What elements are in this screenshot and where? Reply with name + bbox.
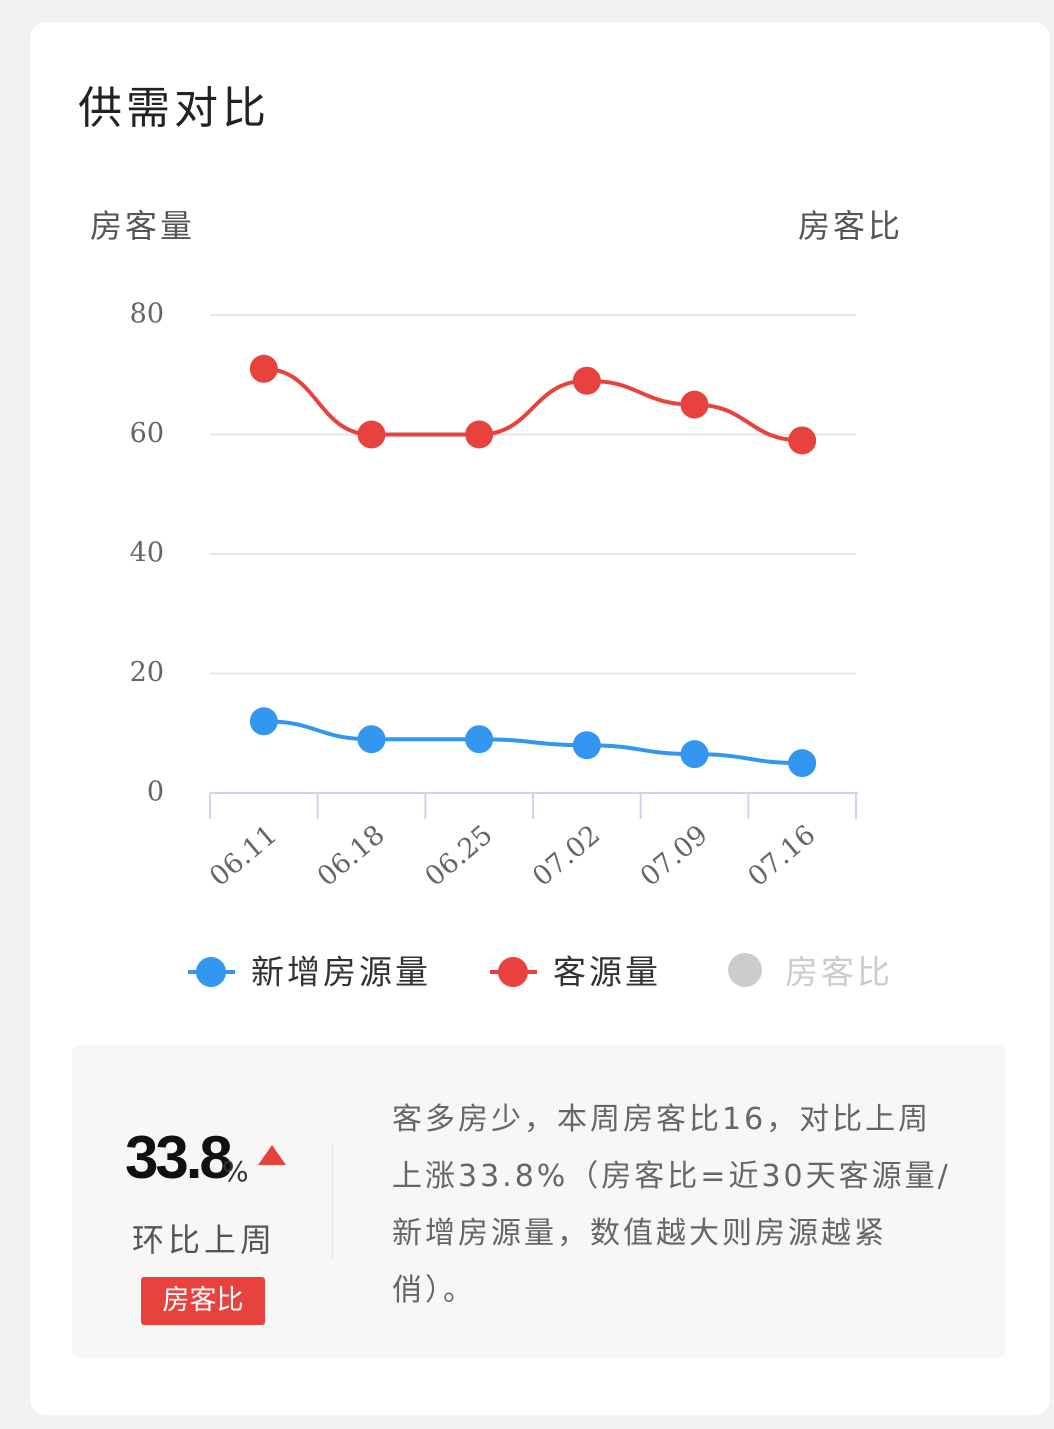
- summary-unit: %: [222, 1155, 249, 1188]
- legend-marker: [196, 957, 226, 987]
- data-point: [680, 740, 709, 769]
- y-axis-title: 房客量: [90, 207, 195, 245]
- x-tick-label: 07.02: [527, 819, 606, 892]
- summary-tag: 房客比: [141, 1277, 265, 1325]
- data-point: [357, 420, 386, 449]
- y2-axis-title: 房客比: [798, 207, 903, 245]
- data-point: [788, 749, 817, 778]
- summary-description: 客多房少，本周房客比16，对比上周上涨33.8%（房客比=近30天客源量/新增房…: [392, 1102, 951, 1308]
- summary-compare: 环比上周: [132, 1221, 277, 1259]
- data-point: [572, 366, 601, 395]
- summary-value: 33.8: [125, 1124, 233, 1191]
- y-tick-label: 60: [130, 418, 164, 449]
- data-point: [249, 707, 278, 736]
- legend-marker: [728, 953, 762, 987]
- y-tick-label: 40: [130, 538, 164, 569]
- data-point: [357, 725, 386, 754]
- y-tick-label: 80: [130, 299, 164, 330]
- data-point: [465, 725, 494, 754]
- data-point: [788, 426, 817, 455]
- legend-label: 房客比: [785, 953, 893, 992]
- y-tick-label: 0: [147, 777, 164, 808]
- card: 供需对比 33.8 % 环比上周 房客比 客多房少，本周房客比16，对比上周上涨…: [30, 22, 1050, 1415]
- x-tick-label: 06.11: [204, 819, 283, 892]
- x-tick-label: 07.16: [742, 819, 821, 892]
- series-line: [263, 366, 803, 443]
- x-tick-label: 06.25: [419, 819, 498, 892]
- series-line: [263, 719, 803, 766]
- summary-box: 33.8 % 环比上周 房客比 客多房少，本周房客比16，对比上周上涨33.8%…: [72, 1045, 1006, 1358]
- data-point: [465, 420, 494, 449]
- legend-marker: [498, 957, 528, 987]
- data-point: [680, 390, 709, 419]
- legend-label: 新增房源量: [251, 953, 431, 992]
- legend-label: 客源量: [553, 953, 661, 992]
- divider: [332, 1145, 333, 1260]
- x-tick-label: 07.09: [635, 819, 714, 892]
- data-point: [249, 354, 278, 383]
- up-arrow: [258, 1145, 286, 1165]
- card-title: 供需对比: [78, 83, 270, 134]
- y-tick-label: 20: [130, 657, 164, 688]
- data-point: [572, 731, 601, 760]
- x-tick-label: 06.18: [312, 819, 391, 892]
